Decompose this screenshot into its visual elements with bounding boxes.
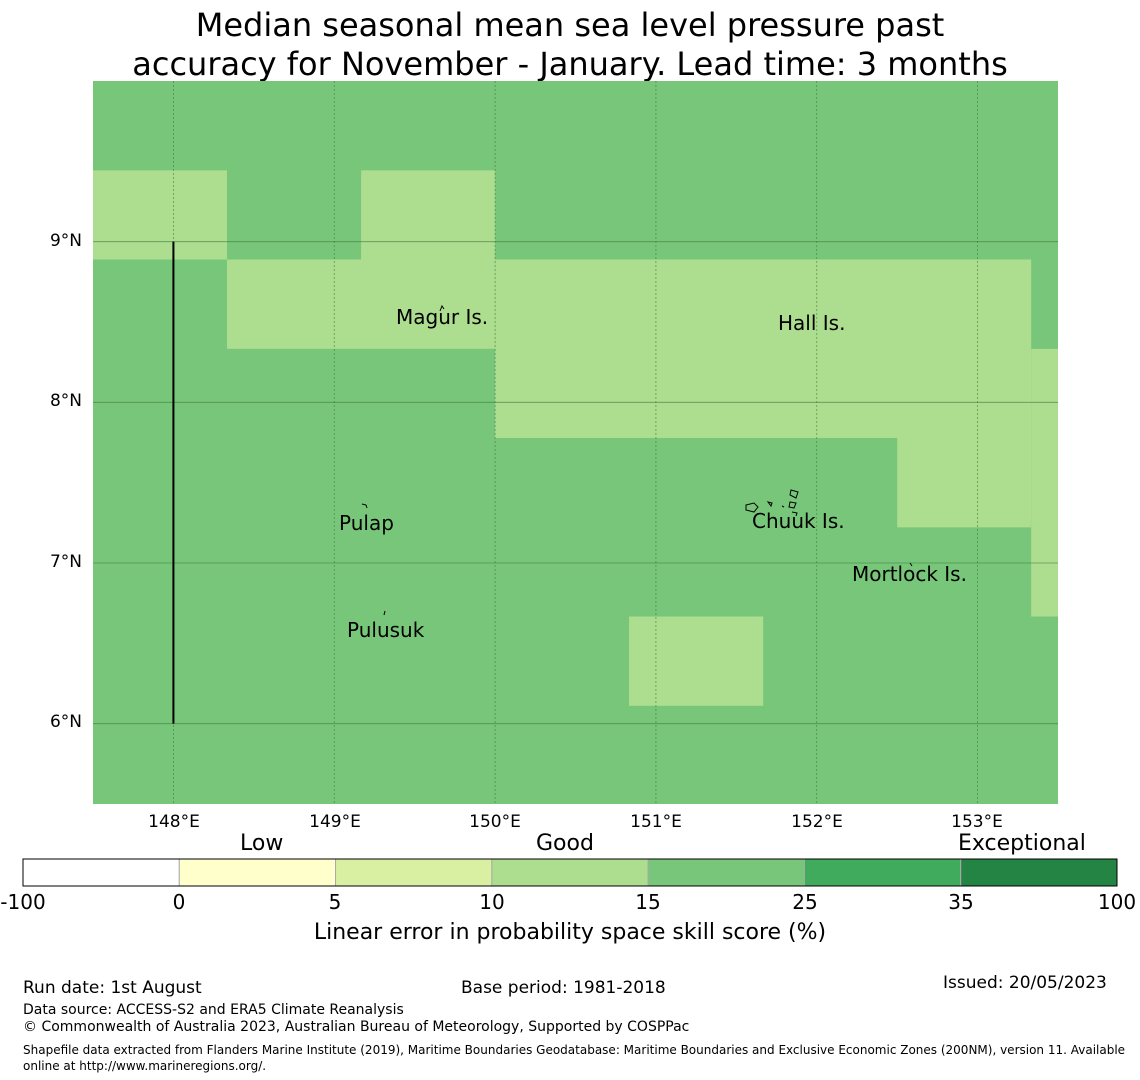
colorbar-bin <box>491 858 649 887</box>
lon-tick-150e: 150°E <box>469 812 521 832</box>
pulusuk-island-outline <box>383 610 386 616</box>
colorbar-tick: 0 <box>172 890 186 914</box>
chuuk-island-outline <box>766 501 773 508</box>
shapefile-credit-line2: online at http://www.marineregions.org/. <box>23 1059 267 1073</box>
chuuk-island-outline <box>791 511 798 517</box>
colorbar-tick: 5 <box>328 890 342 914</box>
base-period: Base period: 1981-2018 <box>461 978 666 998</box>
skill-cell <box>226 259 496 349</box>
lat-tick-7n: 7°N <box>49 552 82 572</box>
colorbar-bin <box>22 858 180 887</box>
colorbar-bin <box>335 858 493 887</box>
map-area <box>93 81 1058 804</box>
colorbar-tick: 10 <box>479 890 505 914</box>
colorbar-axis-label: Linear error in probability space skill … <box>313 920 827 945</box>
place-label-magur: Magur Is. <box>396 305 489 329</box>
skill-cell <box>897 438 1032 528</box>
colorbar-good-label: Good <box>536 831 594 856</box>
skill-cell <box>1031 438 1058 617</box>
colorbar-exceptional-label: Exceptional <box>958 831 1086 856</box>
place-label-pulap: Pulap <box>339 511 394 535</box>
run-date: Run date: 1st August <box>23 978 202 998</box>
colorbar-tick: 25 <box>792 890 818 914</box>
colorbar-tick: 100 <box>1097 890 1137 914</box>
issued-date: Issued: 20/05/2023 <box>943 973 1107 993</box>
lon-tick-149e: 149°E <box>309 812 361 832</box>
colorbar-low-label: Low <box>240 831 284 856</box>
chuuk-island-outline <box>788 501 797 509</box>
mortlock-island-outline <box>909 562 913 567</box>
skill-cell <box>93 170 227 260</box>
colorbar-bin <box>803 858 962 887</box>
place-label-pulusuk: Pulusuk <box>347 618 425 642</box>
colorbar <box>22 858 1118 887</box>
map-title-line1: Median seasonal mean sea level pressure … <box>195 6 945 44</box>
chuuk-island-outline <box>745 502 759 513</box>
lat-tick-6n: 6°N <box>49 712 82 732</box>
place-label-mortlock: Mortlock Is. <box>852 562 967 586</box>
lat-tick-8n: 8°N <box>49 391 82 411</box>
skill-cell <box>1031 348 1058 439</box>
lon-tick-148e: 148°E <box>148 812 200 832</box>
data-source: Data source: ACCESS-S2 and ERA5 Climate … <box>23 1002 404 1018</box>
magur-island-outline <box>439 304 445 312</box>
copyright: © Commonwealth of Australia 2023, Austra… <box>23 1019 690 1035</box>
place-label-hall: Hall Is. <box>778 311 846 335</box>
lon-tick-153e: 153°E <box>951 812 1003 832</box>
chuuk-island-outline <box>789 489 799 499</box>
pulap-island-outline <box>361 503 368 509</box>
colorbar-frame <box>22 858 1118 887</box>
shapefile-credit-line1: Shapefile data extracted from Flanders M… <box>23 1043 1126 1057</box>
place-label-chuuk: Chuuk Is. <box>752 509 845 533</box>
colorbar-bin <box>647 858 805 887</box>
colorbar-tick: 35 <box>948 890 974 914</box>
skill-cell <box>629 616 764 706</box>
colorbar-bin <box>960 858 1118 887</box>
colorbar-tick: 15 <box>635 890 661 914</box>
lat-tick-9n: 9°N <box>49 231 82 251</box>
skill-cell <box>361 170 496 260</box>
lon-tick-152e: 152°E <box>791 812 843 832</box>
colorbar-bin <box>178 858 337 887</box>
chuuk-island-outline <box>781 505 785 508</box>
skill-cell <box>495 259 1032 439</box>
lon-tick-151e: 151°E <box>630 812 682 832</box>
map-title-line2: accuracy for November - January. Lead ti… <box>132 45 1008 83</box>
colorbar-tick: -100 <box>0 890 46 914</box>
island-outlines <box>361 304 913 616</box>
